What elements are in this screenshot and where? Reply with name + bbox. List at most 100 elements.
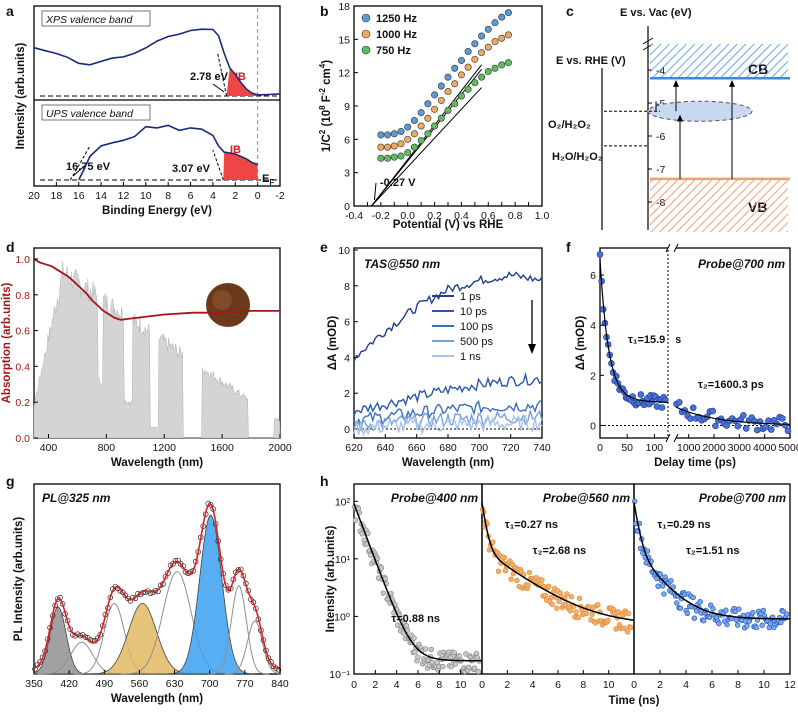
decay-point [411, 635, 417, 641]
decay-point [716, 620, 722, 627]
panel-d-ytick-label: 0.6 [15, 326, 30, 338]
decay-point [422, 646, 429, 652]
panel-h-xtick-label: 12 [784, 679, 796, 691]
decay-point [380, 590, 387, 596]
decay-point [415, 654, 421, 660]
panel-e-ytick-label: 4 [344, 352, 350, 364]
panel-b-xtick-label: 0.4 [454, 210, 469, 222]
decay-point [661, 591, 667, 597]
panel-f-ytick-label: 2 [590, 370, 596, 382]
panel-h-ylabel: Intensity (arb.units) [325, 525, 337, 632]
fit-line [371, 87, 482, 207]
data-point [740, 412, 747, 419]
pl-data-point [172, 558, 179, 564]
panel-e-xtick-label: 700 [471, 442, 489, 454]
legend-marker [361, 29, 371, 39]
h2o-h2o2-label: H₂O/H₂O₂ [552, 151, 603, 163]
decay-point [567, 608, 574, 614]
tas-curve [353, 409, 543, 433]
decay-point [684, 610, 690, 617]
decay-point [654, 575, 660, 582]
ups-cutoff-arrow [72, 165, 85, 177]
panel-b-xtick-label: 0.6 [481, 210, 496, 222]
decay-point [753, 624, 760, 631]
legend-label: 500 ps [460, 336, 494, 348]
panel-letter-g: g [6, 473, 15, 489]
panel-letter-b: b [320, 3, 329, 19]
decay-point [576, 595, 583, 601]
data-point [464, 48, 472, 56]
vb-band [650, 178, 788, 232]
decay-point [750, 609, 756, 616]
panel-a-xtick-label: 18 [51, 190, 63, 202]
panel-g-ylabel: PL Intensity (arb.units) [13, 517, 25, 642]
data-point [384, 131, 392, 139]
decay-point [657, 571, 664, 577]
panel-f-chart: Probe@700 nm Delay time (ps) ΔA (mOD) τ₁… [575, 243, 798, 469]
data-point [689, 404, 697, 412]
panel-f-xlabel: Delay time (ps) [654, 457, 736, 469]
panel-b-xtick-label: 0.8 [508, 210, 523, 222]
data-point [384, 143, 392, 151]
decay-point [473, 650, 480, 656]
panel-g-xlabel: Wavelength (nm) [111, 693, 203, 705]
panel-h-xtick-label: 6 [415, 679, 421, 691]
panel-h-ytick-label: 10⁻¹ [329, 669, 350, 681]
axis-break-1 [642, 37, 654, 45]
legend-marker [361, 13, 371, 23]
panel-e-xtick-label: 660 [408, 442, 426, 454]
panel-e-xtick-label: 640 [377, 442, 395, 454]
cb-band [650, 44, 788, 79]
solar-spectrum [33, 261, 281, 439]
panel-b-xtick-label: -0.4 [345, 210, 363, 222]
panel-e-ytick-label: 2 [344, 388, 350, 400]
panel-e-xtick-label: 620 [345, 442, 363, 454]
panel-a-xtick-label: 8 [165, 190, 171, 202]
data-point [637, 391, 645, 398]
panel-a-xtick-label: 16 [73, 190, 85, 202]
decay-point [605, 617, 611, 623]
decay-arrowhead [528, 344, 536, 354]
data-point [431, 105, 439, 113]
panel-b-xlabel: Potential (V) vs RHE [393, 219, 504, 231]
decay-fit [353, 503, 482, 662]
pl-fit-sum [33, 502, 280, 670]
decay-fit [481, 502, 635, 621]
pl-peak [224, 620, 281, 675]
panel-g-title: PL@325 nm [42, 491, 111, 505]
data-point [451, 100, 459, 108]
data-point [596, 251, 604, 258]
panel-d-ytick-label: 0.0 [15, 433, 30, 445]
data-point [404, 123, 412, 131]
data-point [417, 109, 425, 117]
panel-e-ylabel: ΔA (mOD) [327, 316, 339, 371]
panel-letter-h: h [320, 473, 329, 489]
data-point [504, 31, 512, 39]
decay-point [495, 568, 502, 575]
axis-break-mark [673, 243, 679, 253]
data-point [765, 417, 772, 425]
data-point [417, 122, 425, 130]
intercept-label: -0.27 V [380, 177, 416, 189]
decay-point [613, 626, 619, 632]
data-point [437, 114, 445, 122]
decay-point [508, 576, 514, 582]
panel-d-xtick-label: 400 [40, 442, 58, 454]
panel-h-chart: Time (ns) Intensity (arb.units) Probe@40… [325, 483, 796, 707]
tas-curve [353, 414, 543, 438]
decay-point [514, 577, 520, 584]
decay-point [744, 623, 750, 629]
data-point [504, 59, 512, 67]
data-point [471, 79, 479, 87]
data-point [742, 425, 750, 432]
panel-a-xtick-label: 4 [210, 190, 216, 202]
decay-point [378, 565, 385, 571]
panel-e-xtick-label: 720 [502, 442, 520, 454]
data-point [478, 32, 486, 40]
panel-d-xtick-label: 1200 [153, 442, 177, 454]
xps-label: XPS valence band [45, 14, 134, 26]
pl-data-point [265, 655, 272, 661]
decay-point [759, 622, 765, 628]
data-point [457, 71, 465, 79]
